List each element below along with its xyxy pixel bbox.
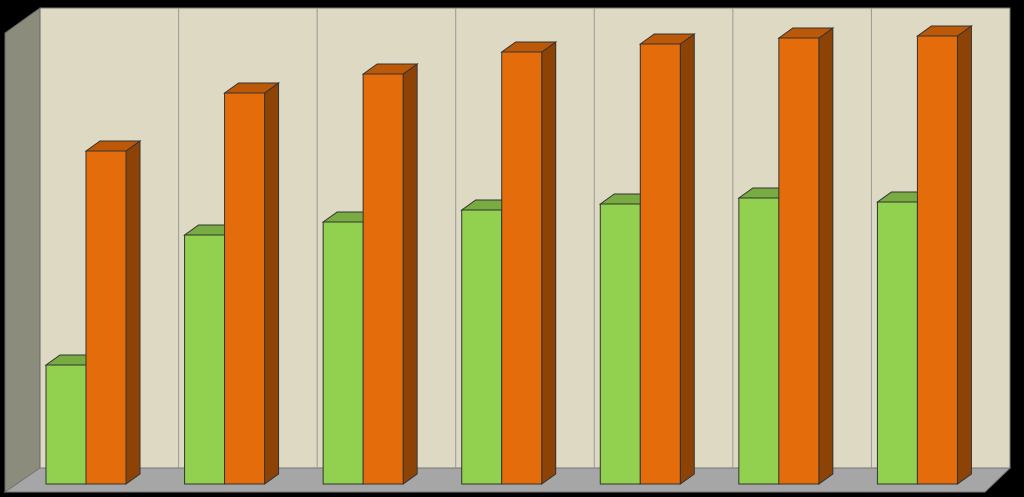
bar xyxy=(638,33,696,485)
bar-side xyxy=(541,41,557,485)
bar-front xyxy=(501,51,543,485)
bar-front xyxy=(778,37,820,485)
bar-front xyxy=(224,92,266,485)
bar-front xyxy=(45,364,87,485)
bar-front xyxy=(85,150,127,485)
bar-front xyxy=(639,43,681,485)
bar xyxy=(223,82,281,485)
bar-side xyxy=(264,82,280,485)
dividers xyxy=(178,8,872,468)
bar-side xyxy=(956,25,972,485)
bar-side xyxy=(679,33,695,485)
bar-side xyxy=(818,27,834,485)
bar-front xyxy=(599,203,641,485)
bar-front xyxy=(461,209,503,485)
bar xyxy=(777,27,835,485)
bar xyxy=(500,41,558,485)
bar-side xyxy=(125,140,141,485)
bar-side xyxy=(402,63,418,485)
bar-front xyxy=(322,221,364,485)
bar-front xyxy=(362,73,404,485)
bar xyxy=(361,63,419,485)
bar xyxy=(84,140,142,485)
bar xyxy=(915,25,973,485)
side-wall xyxy=(4,7,41,493)
bar-front xyxy=(738,197,780,485)
bar-front xyxy=(876,201,918,485)
bar-front xyxy=(916,35,958,485)
bar-front xyxy=(184,234,226,485)
